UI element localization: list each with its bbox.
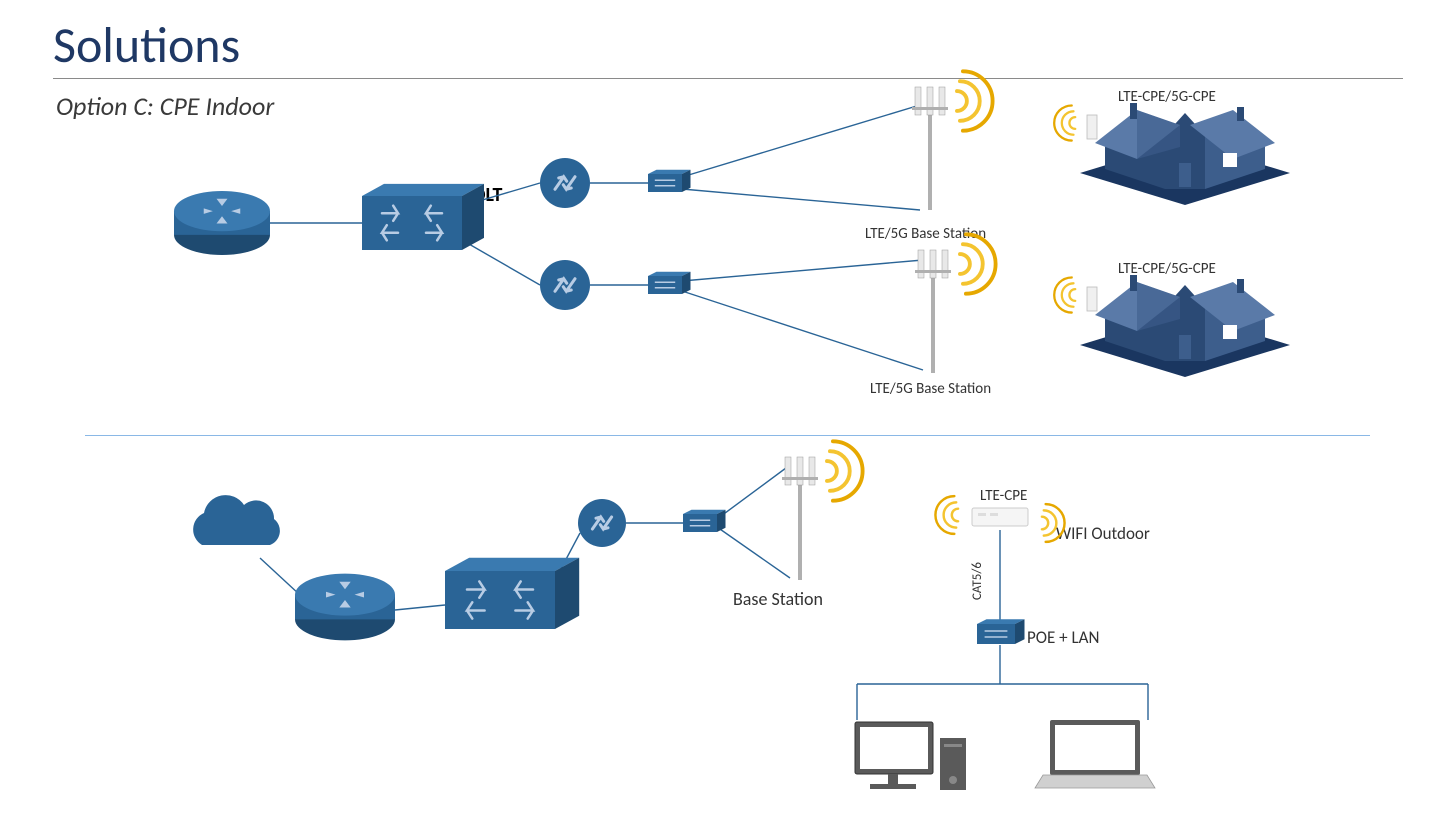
wifi-outdoor-label: WIFI Outdoor [1056, 523, 1150, 544]
olt-label: OLT [472, 183, 502, 207]
base-station-label-bottom: Base Station [733, 588, 823, 610]
base-station-label-1: LTE/5G Base Station [865, 225, 986, 243]
poe-label: POE + LAN [1027, 627, 1099, 648]
base-station-label-2: LTE/5G Base Station [870, 380, 991, 398]
mid-rule [85, 435, 1370, 436]
subtitle: Option C: CPE Indoor [56, 90, 274, 122]
page-title: Solutions [53, 15, 240, 76]
lte-cpe-label: LTE-CPE [980, 487, 1027, 505]
internet-label: Internet [213, 525, 266, 544]
title-rule [53, 78, 1403, 79]
cable-label: CAT5/6 [970, 562, 985, 600]
diagram-canvas [0, 0, 1455, 818]
cpe-label-2: LTE-CPE/5G-CPE [1118, 260, 1216, 278]
cpe-label-1: LTE-CPE/5G-CPE [1118, 88, 1216, 106]
